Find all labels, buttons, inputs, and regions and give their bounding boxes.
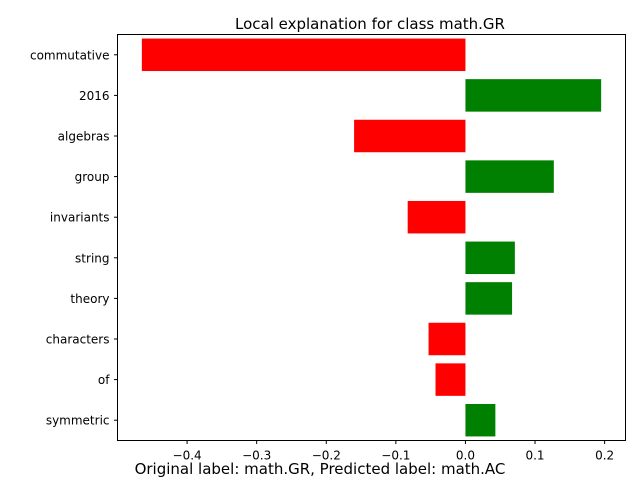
x-tick-label: −0.4 xyxy=(173,449,202,463)
y-tick-label: commutative xyxy=(30,48,110,62)
bar-symmetric xyxy=(465,403,496,437)
bar-group xyxy=(465,160,554,193)
bar-characters xyxy=(428,322,466,356)
plot-frame xyxy=(117,34,626,441)
y-tick-label: characters xyxy=(46,333,110,347)
bar-of xyxy=(435,363,466,396)
y-tick-label: of xyxy=(98,373,110,387)
y-tick-label: theory xyxy=(70,292,109,306)
bar-commutative xyxy=(141,38,466,72)
caption-text: Original label: math.GR, Predicted label… xyxy=(135,460,506,478)
y-tick-label: string xyxy=(75,251,109,265)
x-axis-ticks: −0.4 −0.3 −0.2 −0.1 0.0 0.1 0.2 xyxy=(173,440,614,463)
bar-2016 xyxy=(465,79,602,112)
bar-string xyxy=(465,241,515,275)
bar-algebras xyxy=(354,119,466,153)
bar-theory xyxy=(465,282,513,315)
x-tick-label: 0.0 xyxy=(456,449,475,463)
x-tick-label: −0.2 xyxy=(312,449,341,463)
x-tick-label: 0.2 xyxy=(595,449,614,463)
x-tick-label: −0.1 xyxy=(381,449,410,463)
y-tick-label: invariants xyxy=(50,211,110,225)
bars-group xyxy=(141,38,602,437)
x-tick-label: −0.3 xyxy=(242,449,271,463)
y-tick-label: 2016 xyxy=(79,89,110,103)
x-tick-label: 0.1 xyxy=(525,449,544,463)
y-tick-label: symmetric xyxy=(46,414,110,428)
y-tick-label: algebras xyxy=(58,130,110,144)
bar-invariants xyxy=(407,200,466,234)
chart-title: Local explanation for class math.GR xyxy=(235,15,505,33)
y-tick-label: group xyxy=(75,170,110,184)
y-axis-ticks: commutative 2016 algebras group invariants st… xyxy=(30,48,118,428)
